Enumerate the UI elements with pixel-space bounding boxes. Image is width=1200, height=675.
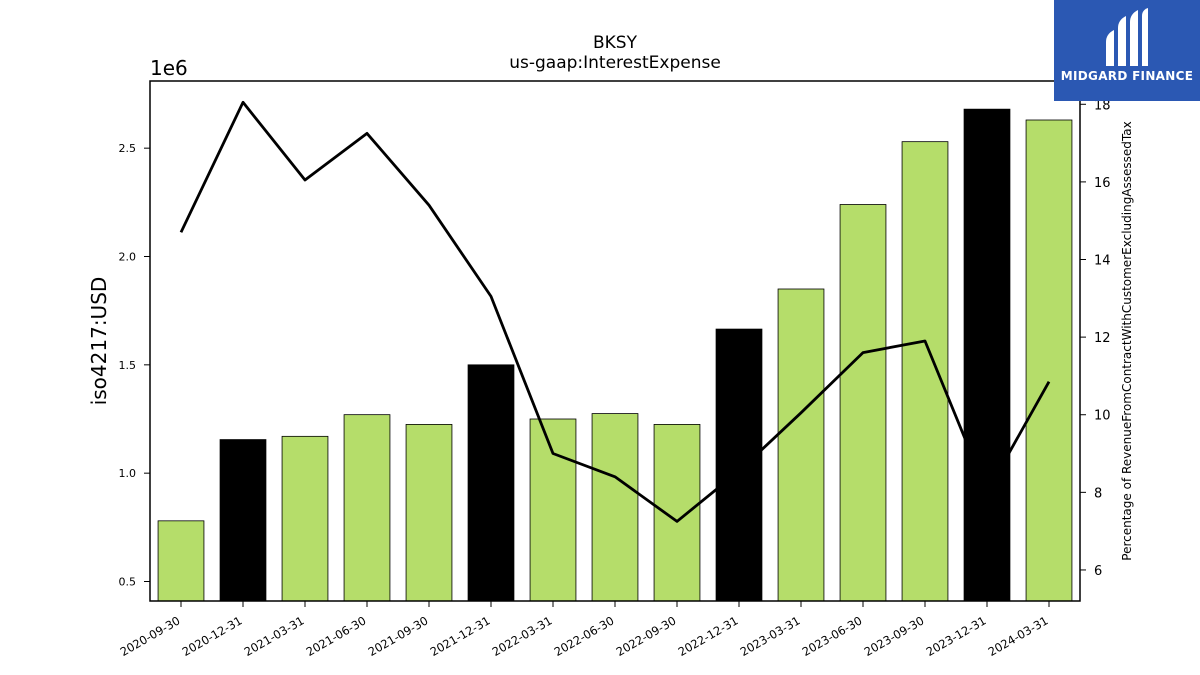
bar — [839, 204, 887, 602]
y2-tick-label: 8 — [1094, 486, 1102, 501]
chart-title: BKSY — [593, 33, 638, 53]
bar — [467, 364, 515, 602]
x-tick-label: 2023-03-31 — [738, 613, 803, 659]
x-axis: 2020-09-302020-12-312021-03-312021-06-30… — [118, 601, 1051, 659]
y2-tick-label: 16 — [1094, 176, 1111, 191]
midgard-logo-icon — [1106, 8, 1148, 66]
x-tick-label: 2022-09-30 — [614, 613, 679, 659]
y2-tick-label: 10 — [1094, 409, 1111, 424]
line-series-path — [179, 100, 1051, 523]
bar — [653, 424, 701, 602]
y-axis: 0.5 1.0 1.5 2.0 2.5 — [119, 142, 150, 589]
x-tick-label: 2022-03-31 — [490, 613, 555, 659]
y2-axis: 6 8 10 12 14 16 18 — [1080, 98, 1111, 579]
x-tick-label: 2020-12-31 — [180, 613, 245, 659]
y-tick-label: 1.5 — [119, 359, 137, 372]
bar — [715, 328, 763, 602]
y2-tick-label: 18 — [1094, 98, 1111, 113]
bar — [281, 435, 329, 602]
x-tick-label: 2021-03-31 — [242, 613, 307, 659]
y2-tick-label: 14 — [1094, 254, 1111, 269]
y2-axis-label: Percentage of RevenueFromContractWithCus… — [1120, 121, 1134, 560]
logo-text: MIDGARD FINANCE — [1060, 69, 1194, 83]
x-tick-label: 2021-09-30 — [366, 613, 431, 659]
x-tick-label: 2024-03-31 — [986, 613, 1051, 659]
y2-tick-label: 6 — [1094, 564, 1102, 579]
x-tick-label: 2021-06-30 — [304, 613, 369, 659]
y-axis-label: iso4217:USD — [87, 277, 111, 406]
x-tick-label: 2020-09-30 — [118, 613, 183, 659]
bar — [157, 520, 205, 602]
bar — [1025, 119, 1073, 602]
bar — [405, 424, 453, 602]
x-tick-label: 2021-12-31 — [428, 613, 493, 659]
y-tick-label: 1.0 — [119, 467, 137, 480]
x-tick-label: 2023-06-30 — [800, 613, 865, 659]
bar — [963, 108, 1011, 602]
y-tick-label: 2.0 — [119, 251, 137, 264]
brand-logo: MIDGARD FINANCE — [1054, 0, 1200, 101]
y2-tick-label: 12 — [1094, 331, 1111, 346]
x-tick-label: 2023-09-30 — [862, 613, 927, 659]
x-tick-label: 2022-06-30 — [552, 613, 617, 659]
bar — [529, 418, 577, 602]
x-tick-label: 2022-12-31 — [676, 613, 741, 659]
y-tick-label: 2.5 — [119, 142, 137, 155]
bar — [901, 141, 949, 602]
bar — [777, 288, 825, 602]
y-tick-label: 0.5 — [119, 576, 137, 589]
x-tick-label: 2023-12-31 — [924, 613, 989, 659]
chart-subtitle: us-gaap:InterestExpense — [509, 53, 721, 73]
bar — [219, 439, 267, 602]
bar — [343, 414, 391, 602]
bars — [157, 108, 1073, 602]
line-series — [179, 100, 1051, 523]
y-offset-label: 1e6 — [150, 56, 188, 80]
bar — [591, 413, 639, 602]
